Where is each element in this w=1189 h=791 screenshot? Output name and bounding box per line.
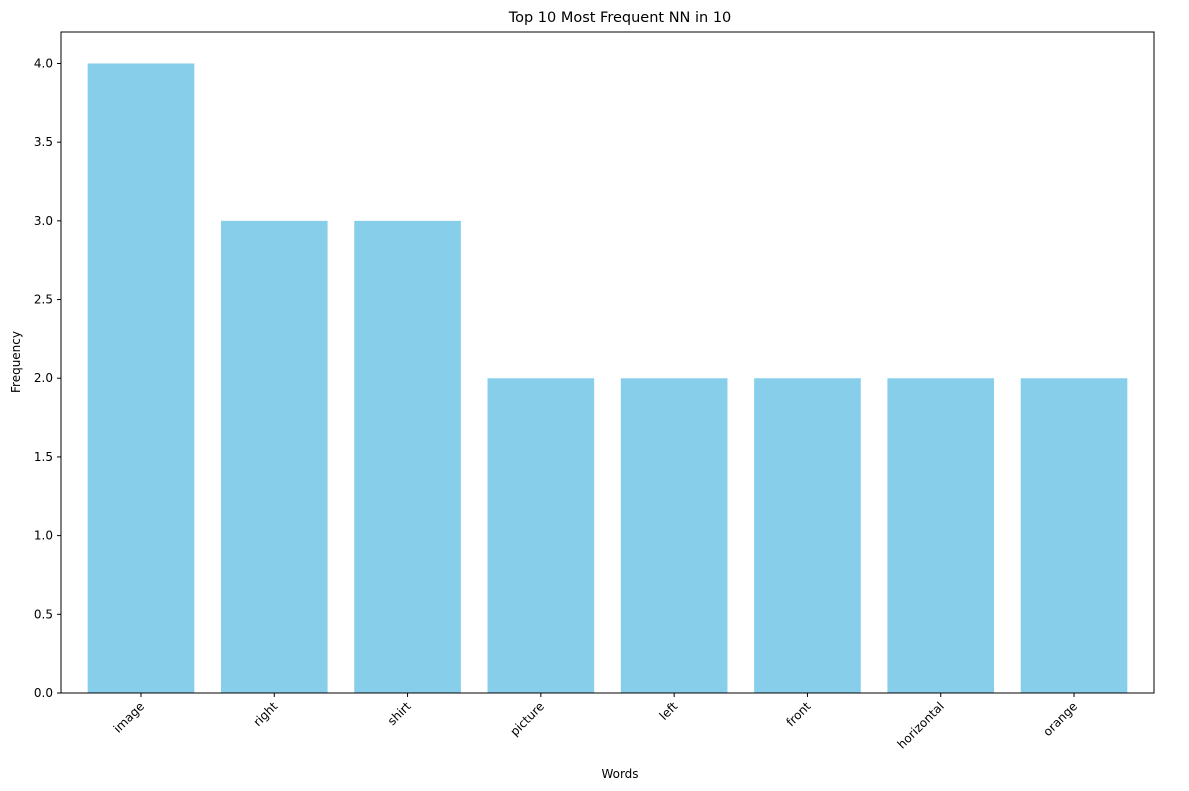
bars-layer xyxy=(87,63,1128,693)
y-tick-label: 2.0 xyxy=(34,371,53,385)
y-tick-label: 2.5 xyxy=(34,293,53,307)
bar-horizontal xyxy=(887,378,995,693)
bar-image xyxy=(87,63,195,693)
y-tick-label: 0.5 xyxy=(34,607,53,621)
x-tick-label: image xyxy=(111,699,147,735)
x-tick-label: right xyxy=(251,699,281,729)
y-axis-label: Frequency xyxy=(9,331,23,393)
x-tick-label: orange xyxy=(1040,699,1080,739)
y-tick-label: 4.0 xyxy=(34,56,53,70)
plot-frame xyxy=(60,31,1155,694)
bar-front xyxy=(754,378,861,693)
x-axis: image right shirt picture left front horizonta… xyxy=(111,693,1080,751)
y-axis: 0.0 0.5 1.0 1.5 2.0 2.5 3.0 3.5 4.0 xyxy=(34,56,61,700)
bar-right xyxy=(220,220,328,693)
y-tick-label: 3.5 xyxy=(34,135,53,149)
chart-title: Top 10 Most Frequent NN in 10 xyxy=(508,10,732,26)
y-tick-label: 3.0 xyxy=(34,214,53,228)
bar-shirt xyxy=(354,220,461,693)
y-tick-label: 1.0 xyxy=(34,529,53,543)
bar-picture xyxy=(487,378,595,693)
y-tick-label: 1.5 xyxy=(34,450,53,464)
y-tick-label: 0.0 xyxy=(34,686,53,700)
bar-orange xyxy=(1020,378,1128,693)
x-axis-label: Words xyxy=(601,767,638,781)
x-tick-label: shirt xyxy=(385,699,414,728)
x-tick-label: left xyxy=(657,699,681,723)
bar-left xyxy=(620,378,728,693)
x-tick-label: front xyxy=(783,699,813,729)
x-tick-label: horizontal xyxy=(895,699,947,751)
x-tick-label: picture xyxy=(507,699,547,739)
